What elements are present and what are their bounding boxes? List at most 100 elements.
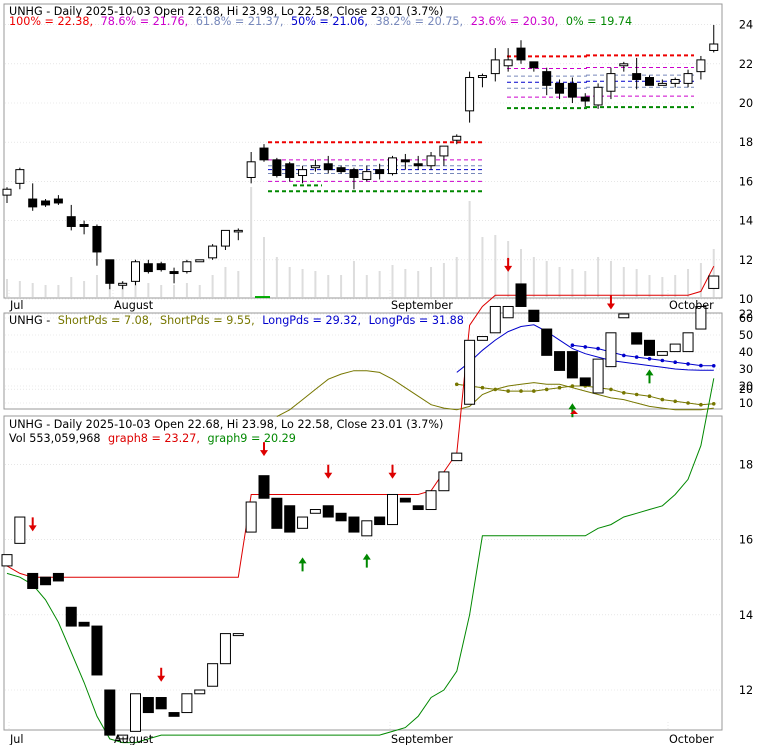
trend-legend-values: Vol 553,059,968 graph8 = 23.27, graph9 =… [9,432,296,445]
y-tick-label: 12 [739,254,753,267]
candle-body [105,259,115,284]
candle-body [619,63,629,67]
volume-bar [57,285,60,297]
longpds-legend-1: LongPds = 29.32, [262,314,361,327]
longpds-legend-2: LongPds = 31.88 [369,314,464,327]
candle-body [156,263,166,271]
trend-candle [374,516,386,526]
volume-bar [250,187,253,297]
up-arrow-head [362,553,371,560]
y-tick-label: 22 [739,308,753,321]
volume-bar [430,267,433,297]
x-tick-label: August [114,299,154,312]
trend-candle [130,693,141,732]
candle-body [645,77,654,86]
indicator-point [711,401,716,406]
candle-body [426,155,436,167]
candle-body [131,261,140,282]
volume-bar [648,275,651,297]
trend-candle [117,734,129,740]
x-tick-label: Jul [9,733,24,745]
indicator-point [454,382,459,387]
volume-bar [160,285,163,297]
trend-candle [399,497,411,503]
trend-candle [515,283,527,307]
trend-candle [104,689,116,736]
indicator-point [686,401,690,405]
candle-body [233,229,243,233]
candle-body [285,163,295,178]
trend-candle [412,505,424,511]
trend-candle [52,572,64,582]
y-tick-label: 30 [739,363,753,376]
indicator-point [506,389,510,393]
down-arrow-head [28,525,37,532]
trend-candle [1,554,13,567]
trend-candle [618,313,630,319]
candle-body [259,147,269,161]
trend-candle [554,351,566,371]
volume-bar [6,279,8,297]
price-x-axis: Jul August September October [9,299,714,312]
indicator-point [647,394,652,399]
y-tick-label: 18 [739,458,753,471]
candle-body [349,169,359,178]
candle-body [670,78,680,84]
candle-body [477,75,487,79]
down-arrow-head [504,265,513,272]
indicator-point [673,399,677,404]
candle-body [272,159,282,177]
trend-candle [245,501,257,533]
trend-candle [669,343,681,353]
y-tick-label: 20 [739,383,753,396]
indicator-grid [5,317,721,404]
trend-candle [682,332,694,353]
volume-bar [417,271,420,297]
trend-candle [541,328,553,356]
candle-body [208,245,218,259]
volume-bar [288,267,291,297]
trend-candle [284,505,296,533]
volume-bar [224,267,227,297]
volume-bar [520,249,522,297]
candle-body [53,198,63,204]
x-tick-label: October [669,299,714,312]
indicator-line [572,344,714,367]
trend-candle [387,493,398,526]
fib-legend-0: 0% = 19.74 [566,15,632,28]
candle-body [336,167,346,173]
indicator-point [634,355,639,359]
trend-candle [464,339,476,405]
indicator-legend: UNHG - ShortPds = 7.08, ShortPds = 9.55,… [9,314,464,327]
candle-body [310,165,320,169]
volume-bar [558,267,561,297]
volume-bar [609,261,612,297]
candle-body [298,169,308,177]
y-tick-label: 12 [739,684,753,697]
volume-bar [699,263,702,297]
indicator-point [622,353,626,358]
volume-bar [687,269,690,297]
candle-body [452,135,462,141]
candle-body [2,188,12,196]
candle-body [15,169,25,184]
trend-candle [361,520,373,537]
volume-bar [455,257,458,297]
trend-y-axis: 22 20 18 16 14 12 [739,308,753,697]
volume-bar [147,283,150,297]
trend-candle [348,516,360,533]
candle-body [516,47,526,61]
fib-legend-100: 100% = 22.38, [9,15,93,28]
volume-bar [18,281,21,297]
candle-body [465,77,475,112]
price-panel-frame [3,3,723,299]
trend-candle [181,693,193,714]
indicator-point [519,389,523,393]
up-arrow-head [568,403,577,410]
trend-candle [194,689,206,695]
volume-bar [584,271,587,297]
y-tick-label: 20 [739,97,753,110]
trend-candle [476,336,488,341]
volume-bar [635,269,638,297]
indicator-point [660,397,665,402]
